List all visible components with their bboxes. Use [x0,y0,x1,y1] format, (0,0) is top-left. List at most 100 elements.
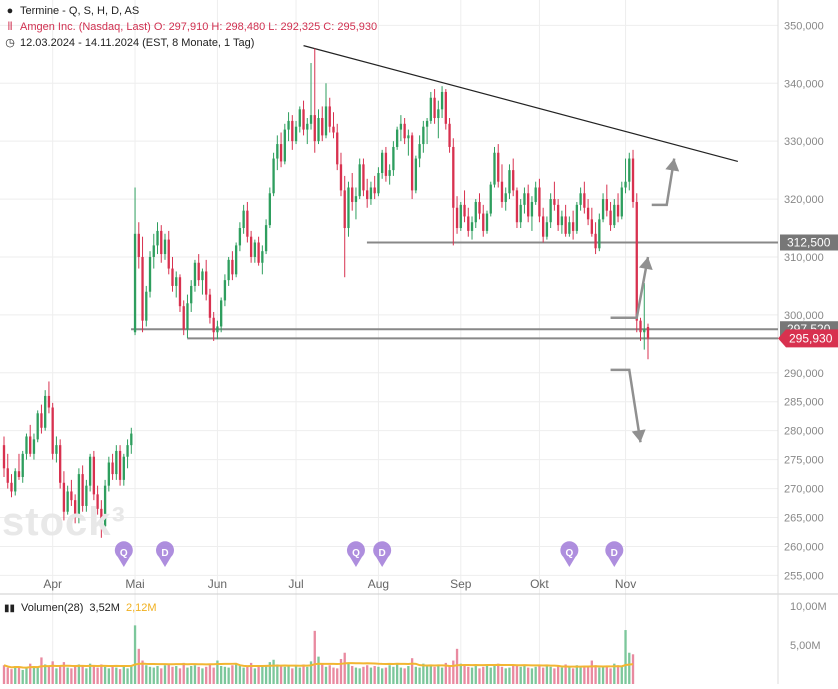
candle-body [178,277,182,307]
volume-bar [485,665,489,684]
candle-body [452,146,455,208]
event-marker-q[interactable]: Q [346,541,365,567]
volume-bar [530,668,534,684]
candle-body [171,268,174,286]
legend-instrument-row[interactable]: ⫴ Amgen Inc. (Nasdaq, Last) O: 297,910 H… [4,19,377,35]
volume-bar [178,668,182,684]
candle-body [279,144,283,162]
volume-bar [81,665,84,684]
event-marker-q[interactable]: Q [560,541,579,567]
candle-body [631,158,635,202]
candle-body [425,120,429,127]
radio-dot-icon[interactable]: ● [6,5,14,17]
volume-bar [343,652,346,684]
x-tick-label: Apr [43,577,62,591]
candle-body [205,271,208,295]
volume-bar [152,667,155,684]
candle-body [373,187,376,194]
candle-body [497,152,500,182]
volume-bar [264,665,268,684]
candle-body [276,144,279,159]
volume-bar [598,667,601,684]
volume-tick-label: 10,00M [790,601,827,613]
volume-bar [66,667,69,684]
volume-bar [620,666,623,684]
candle-body [283,129,286,162]
candle-body [51,407,54,454]
volume-bar [579,667,582,684]
volume-bar [631,654,635,684]
event-marker-d[interactable]: D [605,541,624,567]
volume-bar [21,669,24,684]
volume-bar [6,667,9,684]
legend-events-row[interactable]: ● Termine - Q, S, H, D, AS [4,3,377,19]
volume-bar [44,664,47,684]
candle-body [261,251,264,263]
volume-bar [613,663,616,684]
scenario-arrow [610,368,642,443]
volume-bar [358,668,361,684]
candle-body [399,123,403,130]
y-tick-label: 260,000 [784,541,824,553]
volume-bar [59,665,62,684]
candle-body [10,482,13,492]
candle-body [613,204,616,226]
candle-body [605,199,608,211]
volume-bar [148,666,152,684]
candle-body [36,413,39,440]
volume-bar [575,665,579,684]
volume-bar [418,667,421,684]
candle-body [538,187,541,217]
candle-body [635,201,638,321]
candle-body [291,120,294,142]
volume-bar [504,668,507,684]
candle-body [223,280,227,301]
candle-body [294,126,298,142]
y-tick-label: 340,000 [784,78,824,90]
event-label: Q [120,548,128,559]
volume-bar [351,666,354,684]
candle-body [242,210,245,229]
y-tick-label: 300,000 [784,310,824,322]
volume-bar [527,667,530,684]
candle-body [103,485,107,527]
x-tick-label: Sep [450,577,472,591]
candle-body [40,413,43,428]
volume-bar [321,663,324,684]
candle-body [25,436,28,454]
event-marker-d[interactable]: D [373,541,392,567]
volume-bar [549,666,552,684]
candle-body [208,294,212,318]
volume-bar [220,666,223,684]
clock-icon: ◷ [5,37,15,49]
candle-body [17,471,21,477]
volume-bar [227,667,230,684]
volume-bar [216,660,219,684]
volume-bar [474,666,477,684]
arrow-head-icon [665,158,680,172]
event-marker-q[interactable]: Q [114,541,133,567]
candle-body [328,106,331,127]
candle-body [624,181,627,188]
candle-body [2,445,6,469]
volume-label: Volumen(28) [21,602,84,614]
candle-body [130,433,133,446]
volume-bar [478,668,481,684]
volume-bar [40,657,43,684]
level-tag-label: 312,500 [787,235,831,249]
candle-body [257,242,260,263]
candle-body [354,196,358,202]
event-marker-d[interactable]: D [155,541,174,567]
candle-body [73,500,77,518]
candle-body [85,485,88,506]
candle-body [272,158,275,194]
arrow-head-icon [631,429,646,443]
volume-bar [130,666,133,684]
volume-bar [493,666,496,684]
volume-bar [545,665,549,684]
candle-body [332,126,335,133]
volume-bar [515,664,519,684]
event-label: D [161,548,168,559]
